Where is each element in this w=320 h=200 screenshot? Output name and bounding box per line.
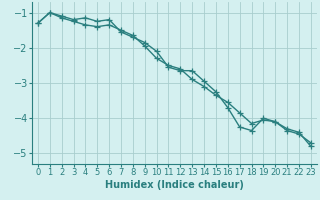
X-axis label: Humidex (Indice chaleur): Humidex (Indice chaleur) bbox=[105, 180, 244, 190]
